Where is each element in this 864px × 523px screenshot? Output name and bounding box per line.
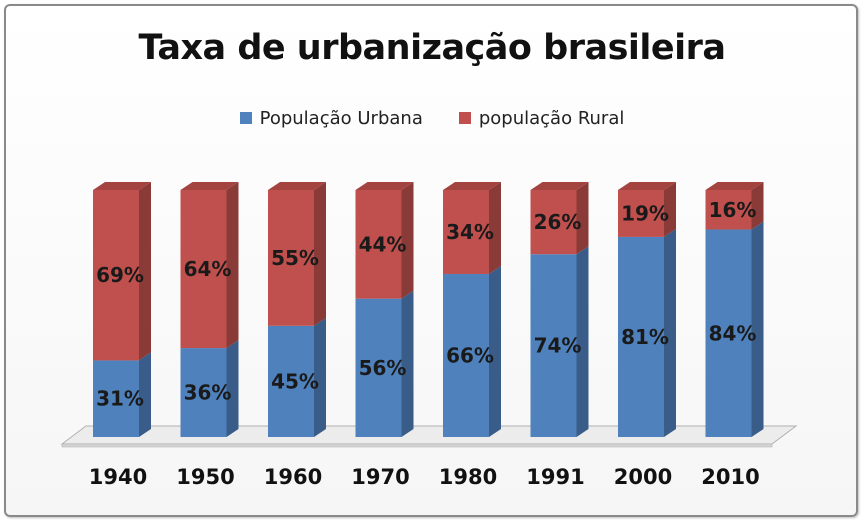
legend-swatch-rural	[458, 112, 471, 124]
data-label-urbana-1950: 36%	[184, 381, 232, 405]
bar-rural-1991	[530, 190, 577, 255]
legend-label-urbana: População Urbana	[259, 107, 423, 129]
bar-rural-1960	[268, 190, 314, 326]
data-label-rural-2010: 16%	[709, 198, 757, 222]
bar-top-rural-1950	[180, 182, 239, 190]
data-label-urbana-1980: 66%	[446, 343, 494, 367]
data-label-rural-1970: 44%	[359, 232, 407, 256]
data-label-rural-1960: 55%	[271, 246, 319, 270]
bar-side-rural-1960	[314, 182, 326, 326]
bar-rural-1980	[443, 190, 489, 274]
bar-rural-1970	[355, 190, 402, 299]
chart-title: Taxa de urbanização brasileira	[138, 28, 726, 68]
bar-top-rural-2010	[705, 182, 764, 190]
data-label-rural-1940: 69%	[96, 263, 144, 287]
data-label-urbana-1991: 74%	[534, 334, 582, 358]
bar-side-rural-1970	[401, 182, 414, 299]
bar-side-urbana-1970	[401, 290, 414, 437]
bar-side-rural-1991	[576, 182, 589, 255]
bar-side-urbana-2010	[751, 221, 764, 437]
data-label-rural-2000: 19%	[621, 201, 669, 225]
x-tick-label-1950: 1950	[176, 465, 234, 489]
bar-urbana-1991	[530, 254, 577, 437]
data-label-urbana-2010: 84%	[709, 321, 757, 345]
legend-swatch-urbana	[239, 112, 252, 124]
x-tick-label-1970: 1970	[351, 465, 409, 489]
bar-urbana-2000	[618, 236, 664, 437]
bar-side-urbana-1980	[489, 265, 501, 437]
bar-urbana-1970	[355, 298, 402, 437]
bar-urbana-1940	[93, 360, 139, 437]
bar-side-urbana-1940	[139, 352, 151, 437]
legend: População Urbana população Rural	[0, 106, 864, 130]
bar-rural-1940	[93, 190, 139, 361]
bar-side-rural-1950	[226, 182, 239, 349]
bar-side-rural-2010	[751, 182, 764, 230]
bar-urbana-2010	[705, 229, 752, 437]
legend-label-rural: população Rural	[478, 107, 625, 129]
x-tick-label-1940: 1940	[89, 465, 147, 489]
legend-item-rural: população Rural	[458, 107, 625, 129]
bar-top-rural-2000	[618, 182, 676, 190]
data-label-rural-1950: 64%	[184, 257, 232, 281]
bar-top-rural-1940	[93, 182, 151, 190]
data-label-urbana-2000: 81%	[621, 325, 669, 349]
data-label-urbana-1960: 45%	[271, 369, 319, 393]
bar-top-rural-1991	[530, 182, 589, 190]
bar-side-urbana-1991	[576, 246, 589, 437]
bar-rural-2000	[618, 190, 664, 237]
chart-floor-edge	[61, 443, 773, 448]
bar-rural-1950	[180, 190, 227, 349]
x-tick-label-1980: 1980	[439, 465, 497, 489]
bar-side-urbana-1960	[314, 317, 326, 437]
x-tick-label-2000: 2000	[614, 465, 672, 489]
x-tick-label-1991: 1991	[526, 465, 584, 489]
bar-top-rural-1980	[443, 182, 501, 190]
x-tick-label-2010: 2010	[701, 465, 759, 489]
data-label-urbana-1940: 31%	[96, 387, 144, 411]
data-label-rural-1980: 34%	[446, 220, 494, 244]
x-tick-label-1960: 1960	[264, 465, 322, 489]
data-label-urbana-1970: 56%	[359, 356, 407, 380]
bar-side-rural-1980	[489, 182, 501, 274]
bar-top-rural-1960	[268, 182, 326, 190]
bar-side-urbana-1950	[226, 340, 239, 437]
bar-side-urbana-2000	[664, 228, 676, 437]
bar-urbana-1980	[443, 273, 489, 437]
bar-urbana-1950	[180, 348, 227, 437]
bar-urbana-1960	[268, 325, 314, 437]
chart-floor	[60, 425, 798, 445]
bar-top-rural-1970	[355, 182, 414, 190]
bar-rural-2010	[705, 190, 752, 230]
bar-side-rural-2000	[664, 182, 676, 237]
bar-side-rural-1940	[139, 182, 151, 361]
legend-item-urbana: População Urbana	[239, 107, 423, 129]
data-label-rural-1991: 26%	[534, 210, 582, 234]
